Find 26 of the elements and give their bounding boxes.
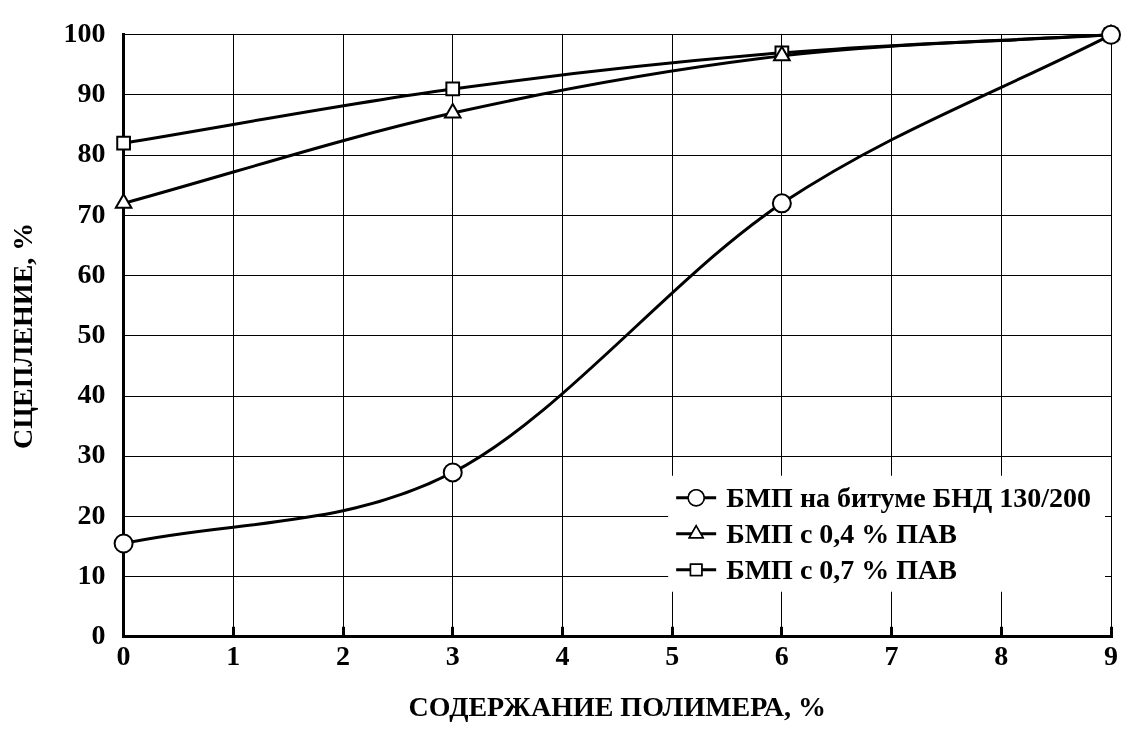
- x-tick-label: 1: [226, 639, 241, 671]
- x-tick-label: 5: [665, 639, 680, 671]
- y-tick-label: 0: [91, 619, 106, 651]
- x-tick-label: 6: [774, 639, 789, 671]
- y-tick-label: 30: [77, 438, 106, 470]
- x-tick-label: 9: [1104, 639, 1118, 671]
- x-axis-title: СОДЕРЖАНИЕ ПОЛИМЕРА, %: [408, 691, 827, 723]
- y-tick-label: 20: [77, 498, 106, 530]
- y-tick-label: 10: [77, 558, 106, 590]
- legend-label: БМП на битуме БНД 130/200: [726, 482, 1092, 514]
- y-tick-label: 70: [77, 197, 106, 229]
- y-tick-label: 50: [77, 318, 106, 350]
- legend-label: БМП с 0,4 % ПАВ: [726, 518, 957, 550]
- legend-label: БМП с 0,7 % ПАВ: [726, 554, 957, 586]
- y-tick-label: 100: [63, 17, 106, 49]
- y-tick-label: 60: [77, 257, 106, 289]
- x-tick-label: 8: [994, 639, 1009, 671]
- y-tick-label: 90: [77, 77, 106, 109]
- x-tick-label: 2: [336, 639, 351, 671]
- y-axis-title: СЦЕПЛЕНИЕ, %: [7, 222, 39, 449]
- x-tick-label: 4: [555, 639, 570, 671]
- y-tick-label: 40: [77, 378, 106, 410]
- x-tick-label: 7: [884, 639, 899, 671]
- y-tick-label: 80: [77, 137, 106, 169]
- x-tick-label: 3: [445, 639, 460, 671]
- x-tick-label: 0: [116, 639, 131, 671]
